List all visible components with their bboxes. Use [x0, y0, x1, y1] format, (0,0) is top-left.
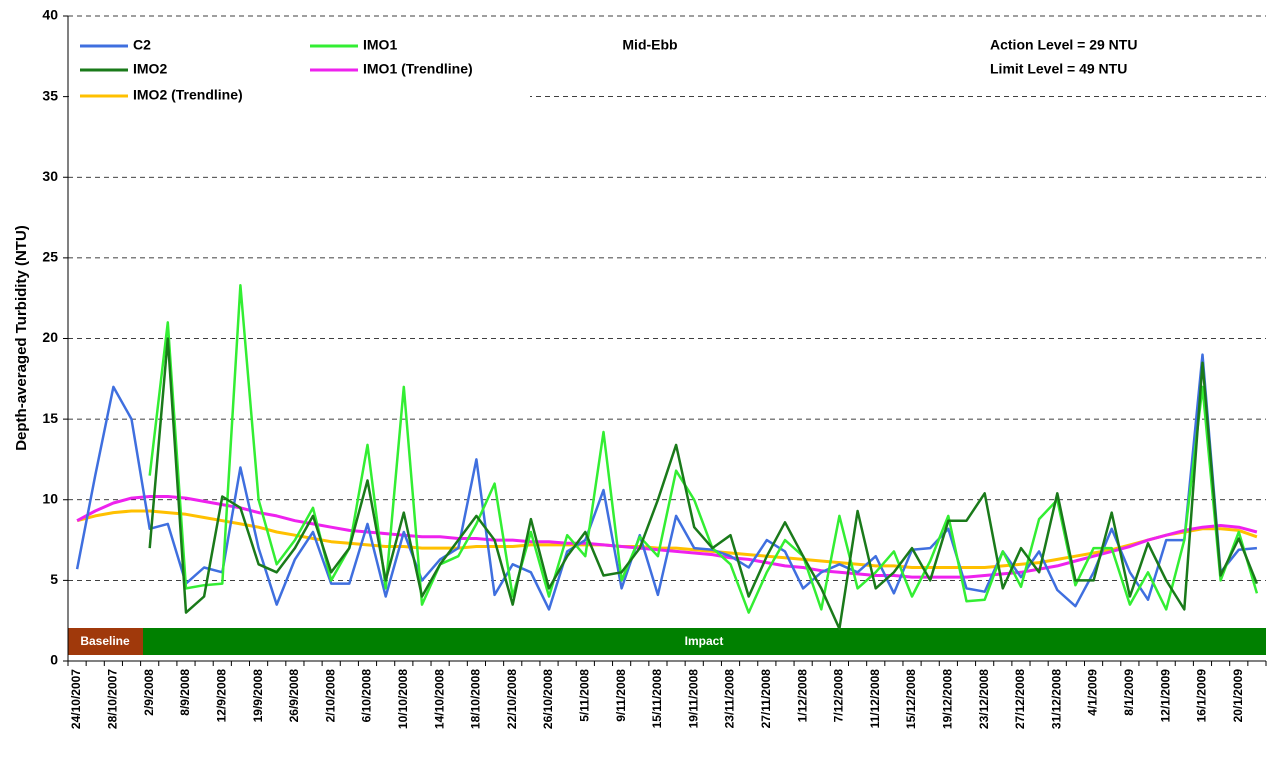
y-tick-label: 5 — [50, 571, 58, 587]
y-tick-label: 25 — [42, 249, 58, 265]
x-tick-label: 14/10/2008 — [432, 669, 446, 729]
x-tick-label: 9/11/2008 — [614, 669, 628, 722]
annotation: Action Level = 29 NTU — [990, 37, 1137, 53]
y-tick-label: 20 — [42, 329, 58, 345]
y-tick-label: 35 — [42, 87, 58, 103]
legend-label: IMO2 — [133, 61, 167, 77]
x-tick-label: 1/12/2008 — [795, 669, 809, 723]
impact-bar — [143, 628, 1266, 655]
x-tick-label: 8/1/2009 — [1122, 669, 1136, 716]
x-tick-label: 15/11/2008 — [650, 669, 664, 729]
lines — [75, 284, 1259, 631]
baseline-label: Baseline — [80, 634, 130, 648]
y-tick-label: 15 — [42, 410, 58, 426]
x-tick-label: 26/10/2008 — [541, 669, 555, 729]
x-tick-label: 22/10/2008 — [505, 669, 519, 729]
x-tick-label: 16/1/2009 — [1195, 669, 1209, 723]
legend: C2 IMO1 IMO2 IMO1 (Trendline) IMO2 (Trendlin… — [80, 37, 473, 103]
x-tick-label: 8/9/2008 — [178, 669, 192, 716]
phase-bars: Baseline Impact — [68, 628, 1266, 655]
x-tick-label: 18/10/2008 — [469, 669, 483, 729]
x-tick-label: 7/12/2008 — [832, 669, 846, 723]
x-tick-label: 27/12/2008 — [1013, 669, 1027, 729]
legend-box — [69, 17, 530, 125]
x-tick-label: 19/9/2008 — [251, 669, 265, 723]
annotation: Mid-Ebb — [622, 37, 677, 53]
legend-label: C2 — [133, 37, 151, 53]
x-tick-label: 11/12/2008 — [868, 669, 882, 729]
x-tick-label: 23/12/2008 — [977, 669, 991, 729]
x-tick-label: 12/9/2008 — [214, 669, 228, 723]
x-tick-label: 20/1/2009 — [1231, 669, 1245, 723]
x-tick-label: 19/11/2008 — [686, 669, 700, 729]
x-tick-label: 2/9/2008 — [142, 669, 156, 716]
x-tick-label: 2/10/2008 — [323, 669, 337, 723]
x-tick-label: 12/1/2009 — [1158, 669, 1172, 723]
series-line — [148, 337, 1259, 631]
x-tick-label: 19/12/2008 — [941, 669, 955, 729]
x-tick-label: 15/12/2008 — [904, 669, 918, 729]
annotation: Limit Level = 49 NTU — [990, 61, 1127, 77]
y-tick-label: 40 — [42, 7, 58, 23]
x-tick-label: 24/10/2007 — [69, 669, 83, 729]
series-line — [76, 509, 1258, 569]
impact-label: Impact — [685, 634, 724, 648]
y-tick-label: 30 — [42, 168, 58, 184]
legend-label: IMO2 (Trendline) — [133, 87, 243, 103]
legend-label: IMO1 (Trendline) — [363, 61, 473, 77]
x-tick-label: 31/12/2008 — [1049, 669, 1063, 729]
x-tick-label: 5/11/2008 — [577, 669, 591, 722]
baseline-bar — [68, 628, 143, 655]
x-tick-label: 23/11/2008 — [723, 669, 737, 729]
x-tick-label: 26/9/2008 — [287, 669, 301, 723]
y-tick-label: 0 — [50, 652, 58, 668]
x-tick-label: 4/1/2009 — [1086, 669, 1100, 716]
x-tick-label: 6/10/2008 — [360, 669, 374, 723]
y-tick-label: 10 — [42, 490, 58, 506]
legend-label: IMO1 — [363, 37, 397, 53]
series-line — [75, 353, 1258, 611]
y-axis-title: Depth-averaged Turbidity (NTU) — [13, 225, 30, 451]
x-tick-label: 27/11/2008 — [759, 669, 773, 729]
x-tick-label: 10/10/2008 — [396, 669, 410, 729]
x-tick-label: 28/10/2007 — [106, 669, 120, 729]
